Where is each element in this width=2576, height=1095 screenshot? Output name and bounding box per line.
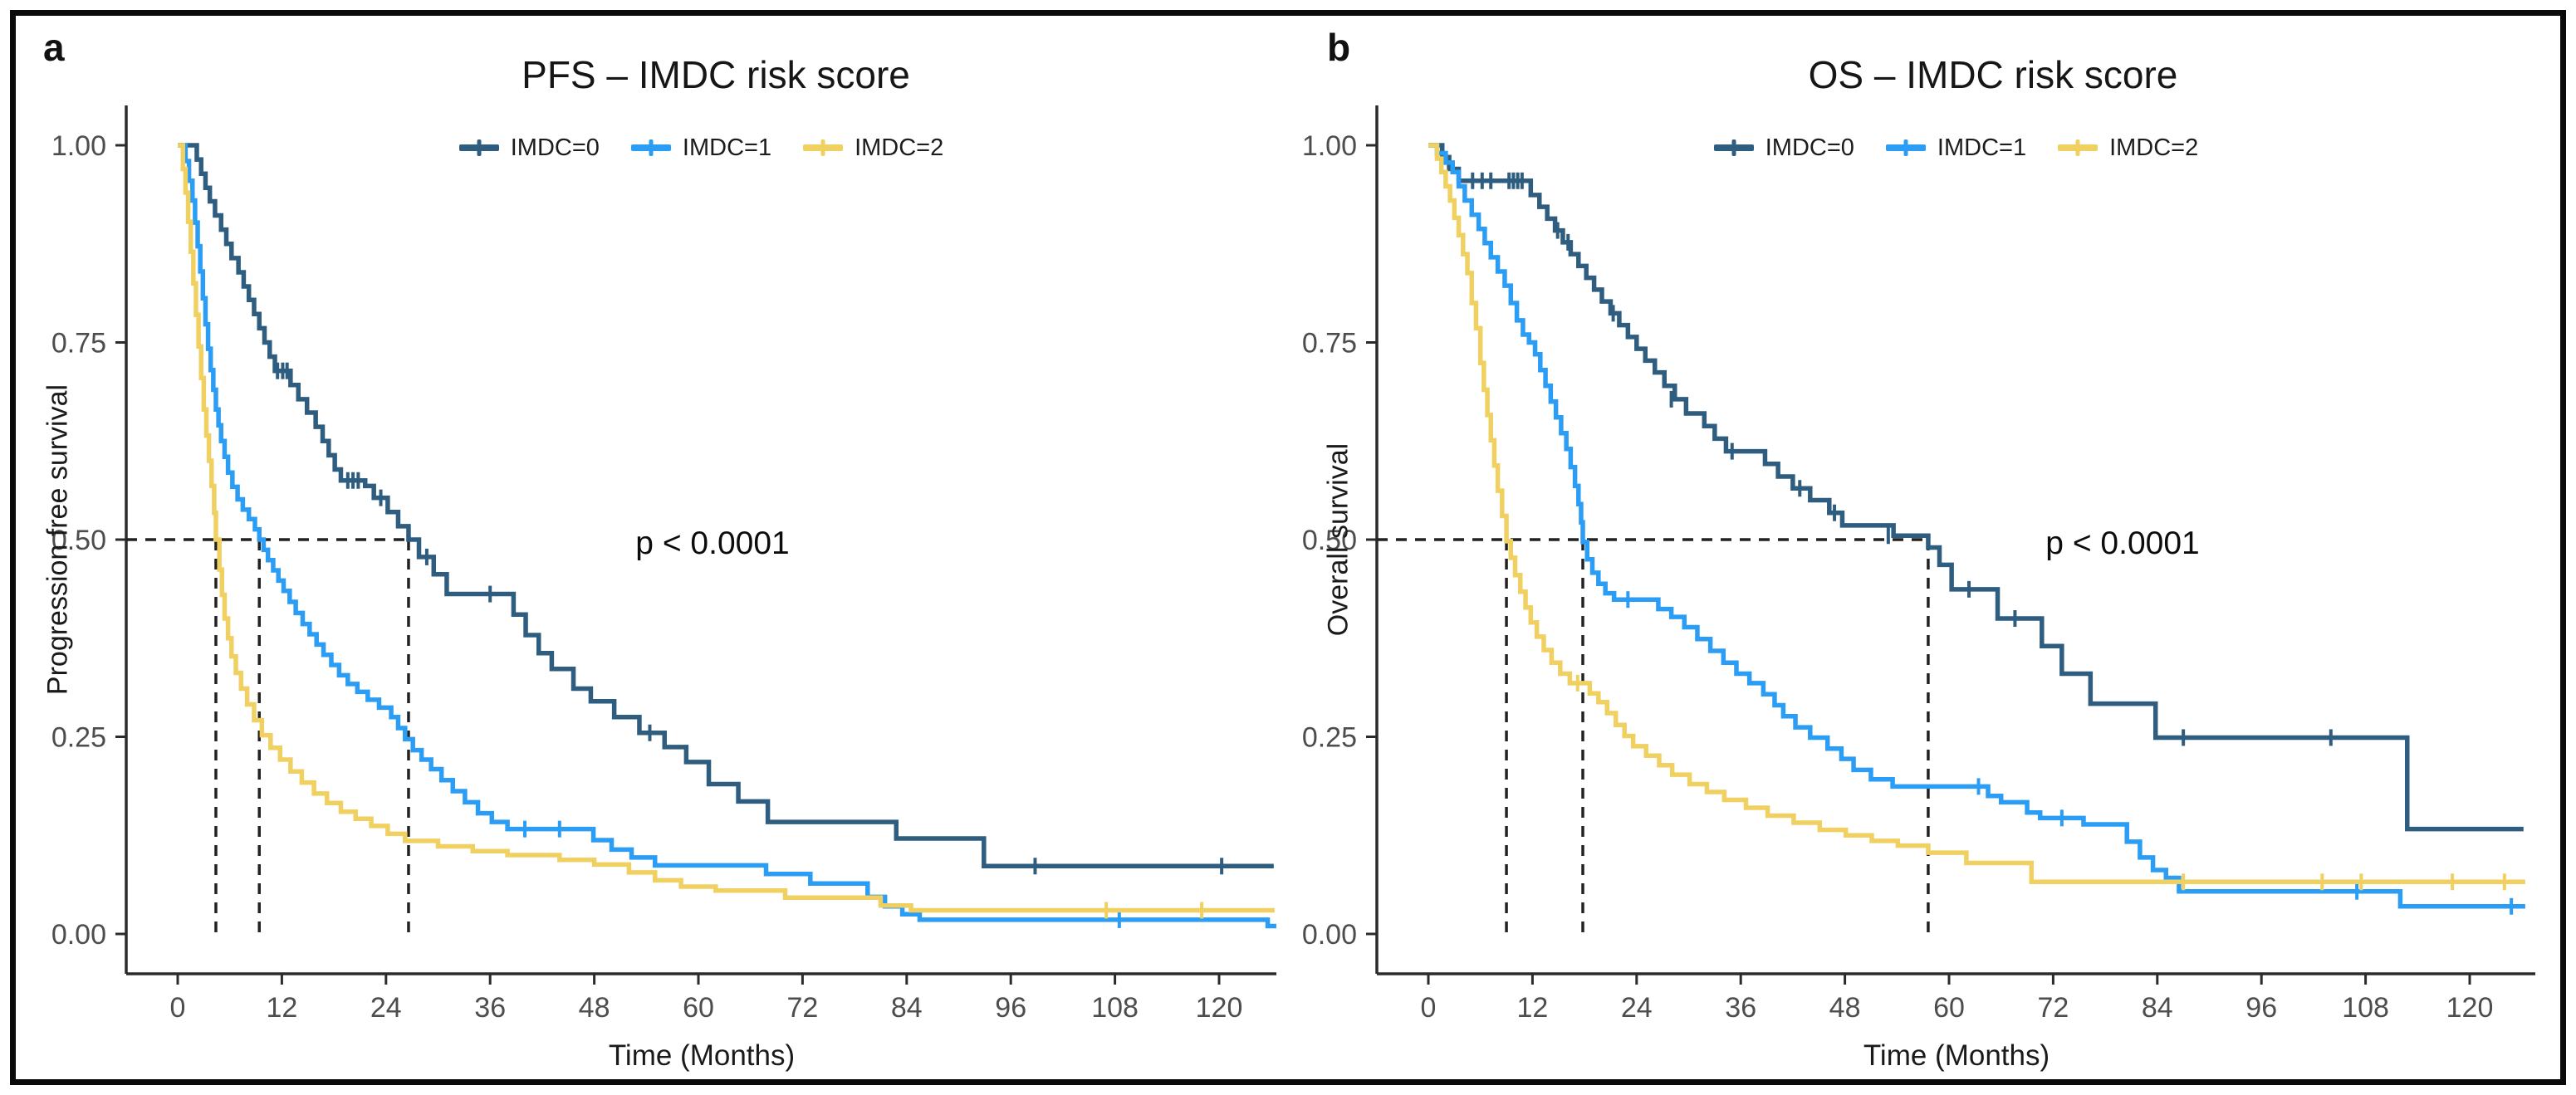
x-tick-label: 12 [1516, 992, 1548, 1024]
x-tick-label: 60 [683, 992, 714, 1024]
figure-border [10, 10, 2566, 1085]
x-tick-label: 48 [579, 992, 610, 1024]
y-tick-label: 0.50 [51, 525, 106, 556]
km-curve-IMDC=0 [178, 143, 1274, 869]
y-tick-label: 0.25 [51, 722, 106, 754]
x-tick-label: 24 [370, 992, 402, 1024]
x-tick-label: 0 [170, 992, 186, 1024]
x-tick-label: 48 [1829, 992, 1861, 1024]
x-tick-label: 84 [2142, 992, 2173, 1024]
x-tick-label: 72 [786, 992, 818, 1024]
x-tick-label: 108 [2342, 992, 2389, 1024]
y-tick-label: 1.00 [51, 130, 106, 162]
x-tick-label: 96 [995, 992, 1026, 1024]
km-panel-pfs: 0 12 24 36 48 60 72 84 96 108 120 1.00 0.75 0.50 0.25 0… [51, 105, 1276, 1024]
x-tick-label: 0 [1421, 992, 1437, 1024]
y-tick-label: 0.25 [1302, 722, 1357, 754]
km-curve-IMDC=1 [178, 143, 1276, 929]
km-curve-IMDC=2 [1428, 143, 2525, 885]
x-tick-label: 120 [2446, 992, 2494, 1024]
y-tick-label: 0.00 [1302, 919, 1357, 951]
y-tick-label: 0.00 [51, 919, 106, 951]
x-tick-label: 60 [1933, 992, 1965, 1024]
y-tick-label: 0.50 [1302, 525, 1357, 556]
x-tick-label: 84 [891, 992, 923, 1024]
y-tick-label: 0.75 [1302, 328, 1357, 359]
y-tick-label: 0.75 [51, 328, 106, 359]
km-curve-IMDC=0 [1428, 143, 2524, 832]
km-panel-os: 0 12 24 36 48 60 72 84 96 108 120 1.00 0.75 0.50 0.25 0… [1302, 105, 2535, 1024]
x-tick-label: 108 [1091, 992, 1139, 1024]
x-tick-label: 96 [2245, 992, 2277, 1024]
x-tick-label: 36 [1725, 992, 1756, 1024]
x-tick-label: 36 [474, 992, 506, 1024]
km-curve-IMDC=2 [178, 143, 1275, 913]
x-tick-label: 24 [1621, 992, 1653, 1024]
x-tick-label: 72 [2037, 992, 2069, 1024]
x-tick-label: 120 [1196, 992, 1243, 1024]
x-tick-label: 12 [266, 992, 297, 1024]
y-tick-label: 1.00 [1302, 130, 1357, 162]
km-curve-IMDC=1 [1428, 143, 2525, 909]
